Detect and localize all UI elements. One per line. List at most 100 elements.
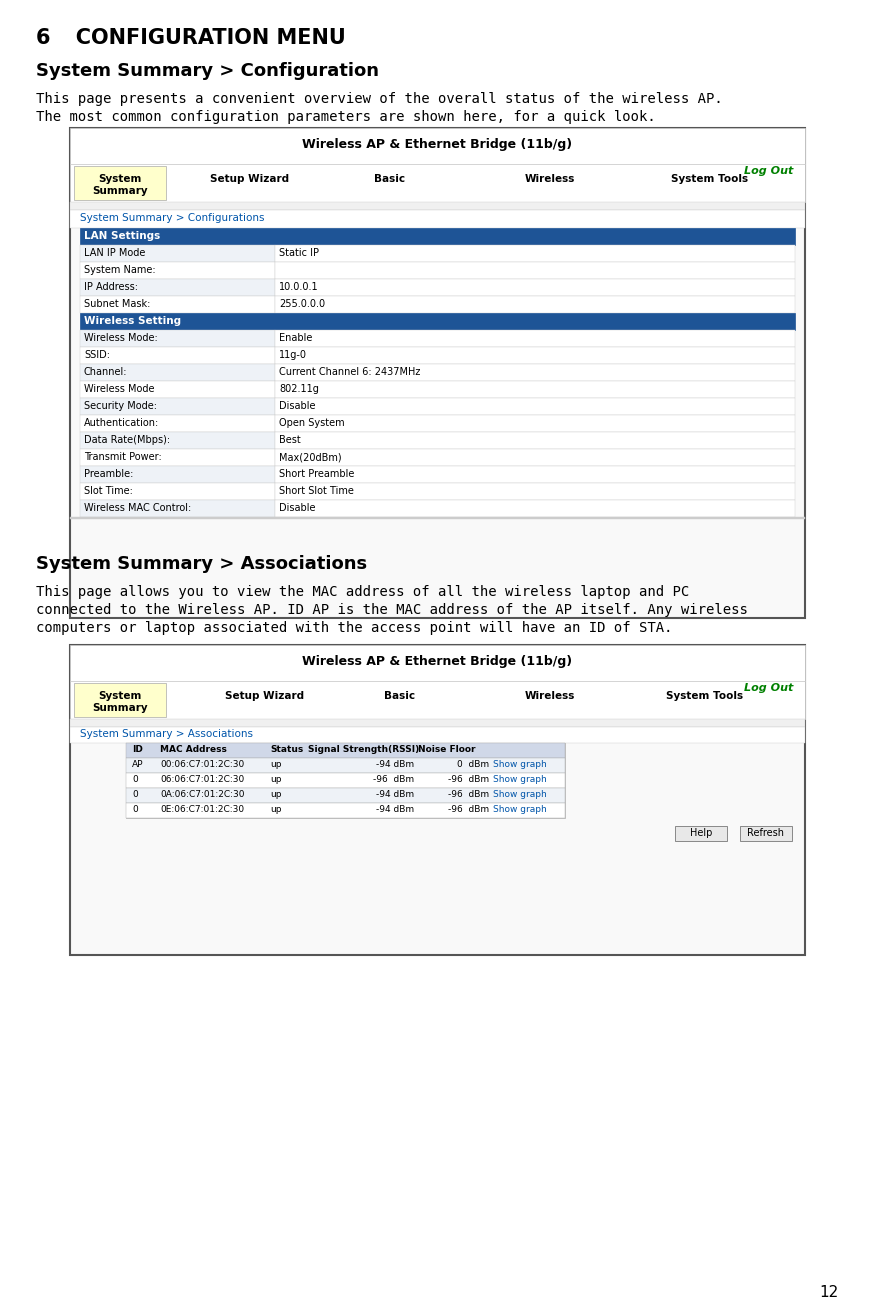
Text: Log Out: Log Out [744, 683, 793, 693]
Text: MAC Address: MAC Address [160, 746, 227, 753]
Bar [70, 719, 805, 727]
Bar [275, 381, 795, 398]
Text: 0: 0 [132, 776, 137, 783]
Text: Open System: Open System [279, 419, 345, 428]
Bar [80, 483, 275, 500]
Text: System Name:: System Name: [84, 266, 156, 275]
Bar [70, 128, 805, 164]
Text: Static IP: Static IP [279, 249, 319, 258]
Bar [70, 645, 805, 955]
Text: Show graph: Show graph [493, 790, 547, 799]
Bar [80, 262, 275, 279]
Text: Subnet Mask:: Subnet Mask: [84, 300, 150, 309]
Text: Signal Strength(RSSI): Signal Strength(RSSI) [308, 746, 419, 753]
Bar [70, 517, 805, 519]
Bar [70, 645, 805, 681]
Text: System
Summary: System Summary [92, 174, 148, 196]
Text: -96  dBm: -96 dBm [448, 776, 489, 783]
Bar [275, 347, 795, 364]
Text: 10.0.0.1: 10.0.0.1 [279, 283, 318, 292]
Text: up: up [270, 804, 282, 814]
Text: connected to the Wireless AP. ID AP is the MAC address of the AP itself. Any wir: connected to the Wireless AP. ID AP is t… [36, 603, 748, 617]
Text: Data Rate(Mbps):: Data Rate(Mbps): [84, 436, 170, 445]
Text: Wireless AP & Ethernet Bridge (11b/g): Wireless AP & Ethernet Bridge (11b/g) [303, 655, 572, 668]
Text: computers or laptop associated with the access point will have an ID of STA.: computers or laptop associated with the … [36, 621, 673, 634]
Text: up: up [270, 790, 282, 799]
Text: 802.11g: 802.11g [279, 385, 318, 394]
Bar [126, 787, 565, 803]
Text: Enable: Enable [279, 334, 312, 343]
Text: Noise Floor: Noise Floor [418, 746, 475, 753]
Text: 0A:06:C7:01:2C:30: 0A:06:C7:01:2C:30 [160, 790, 244, 799]
Text: System Summary > Configurations: System Summary > Configurations [80, 213, 264, 222]
Text: Wireless MAC Control:: Wireless MAC Control: [84, 504, 192, 513]
Text: System Summary > Associations: System Summary > Associations [36, 555, 368, 573]
Text: System
Summary: System Summary [92, 691, 148, 713]
Text: Refresh: Refresh [747, 828, 785, 838]
Text: Basic: Basic [374, 174, 406, 184]
Text: CONFIGURATION MENU: CONFIGURATION MENU [54, 27, 346, 48]
Bar [80, 347, 275, 364]
Text: The most common configuration parameters are shown here, for a quick look.: The most common configuration parameters… [36, 110, 655, 124]
Text: AP: AP [132, 760, 144, 769]
Text: up: up [270, 760, 282, 769]
Text: Help: Help [690, 828, 712, 838]
Bar [80, 500, 275, 517]
Bar [70, 727, 805, 743]
Bar [275, 500, 795, 517]
Bar [74, 166, 166, 200]
Text: Current Channel 6: 2437MHz: Current Channel 6: 2437MHz [279, 368, 420, 377]
Bar [70, 201, 805, 211]
Text: Show graph: Show graph [493, 760, 547, 769]
Bar [80, 449, 275, 466]
Bar [80, 415, 275, 432]
Text: 0: 0 [132, 790, 137, 799]
Bar [80, 279, 275, 296]
Text: Setup Wizard: Setup Wizard [211, 174, 290, 184]
Text: 00:06:C7:01:2C:30: 00:06:C7:01:2C:30 [160, 760, 244, 769]
Text: 12: 12 [820, 1284, 839, 1300]
Text: Setup Wizard: Setup Wizard [226, 691, 304, 701]
Text: SSID:: SSID: [84, 351, 110, 360]
Text: Show graph: Show graph [493, 776, 547, 783]
Text: Best: Best [279, 436, 301, 445]
Text: 0: 0 [132, 804, 137, 814]
Text: Transmit Power:: Transmit Power: [84, 453, 162, 462]
Bar [275, 279, 795, 296]
Text: Log Out: Log Out [744, 166, 793, 177]
Bar [80, 228, 795, 245]
Text: Disable: Disable [279, 504, 316, 513]
Bar [126, 743, 565, 818]
Text: LAN IP Mode: LAN IP Mode [84, 249, 145, 258]
Text: -96  dBm: -96 dBm [448, 790, 489, 799]
Bar [275, 262, 795, 279]
Bar [275, 296, 795, 313]
Text: Security Mode:: Security Mode: [84, 402, 157, 411]
Bar [275, 245, 795, 262]
Text: -94 dBm: -94 dBm [376, 790, 414, 799]
Bar [80, 398, 275, 415]
Text: Authentication:: Authentication: [84, 419, 159, 428]
Text: Max(20dBm): Max(20dBm) [279, 453, 341, 462]
Bar [80, 330, 275, 347]
Text: 11g-0: 11g-0 [279, 351, 307, 360]
Bar [740, 825, 792, 841]
Bar [80, 364, 275, 381]
Bar [70, 681, 805, 719]
Bar [80, 296, 275, 313]
Bar [74, 683, 166, 717]
Bar [80, 466, 275, 483]
Bar [275, 449, 795, 466]
Text: -94 dBm: -94 dBm [376, 804, 414, 814]
Text: -94 dBm: -94 dBm [376, 760, 414, 769]
Text: This page allows you to view the MAC address of all the wireless laptop and PC: This page allows you to view the MAC add… [36, 585, 690, 599]
Bar [275, 466, 795, 483]
Text: 0E:06:C7:01:2C:30: 0E:06:C7:01:2C:30 [160, 804, 244, 814]
Bar [126, 803, 565, 818]
Text: LAN Settings: LAN Settings [84, 232, 160, 241]
Text: Basic: Basic [384, 691, 416, 701]
Text: Channel:: Channel: [84, 368, 128, 377]
Text: Wireless: Wireless [525, 174, 575, 184]
Text: Show graph: Show graph [493, 804, 547, 814]
Text: -96  dBm: -96 dBm [448, 804, 489, 814]
